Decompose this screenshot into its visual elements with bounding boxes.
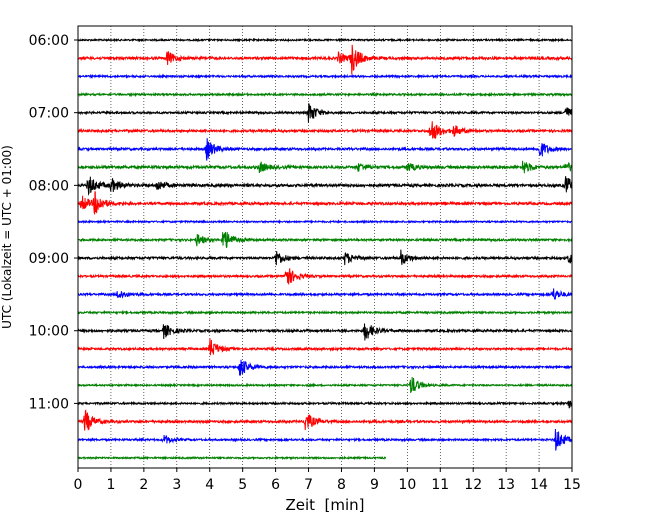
trace-row-0915 — [77, 268, 573, 286]
y-tick-label: 08:00 — [29, 178, 69, 194]
x-tick-label: 11 — [431, 477, 449, 493]
trace-row-0630 — [77, 73, 573, 80]
y-tick-label: 07:00 — [29, 106, 69, 122]
trace-row-1015 — [77, 338, 573, 356]
y-axis-ticks: 06:00 07:00 08:00 09:00 10:00 11:00 — [29, 33, 78, 412]
y-tick-label: 06:00 — [29, 33, 69, 49]
x-tick-label: 3 — [172, 477, 181, 493]
grid-lines — [110, 26, 540, 468]
x-tick-label: 0 — [74, 477, 83, 493]
trace-row-0900 — [77, 249, 573, 266]
seismic-traces — [77, 37, 573, 461]
x-tick-label: 1 — [106, 477, 115, 493]
trace-row-1045 — [77, 376, 573, 394]
x-axis-label: Zeit [min] — [285, 496, 364, 514]
trace-row-0700 — [77, 103, 573, 123]
y-tick-label: 09:00 — [29, 251, 69, 267]
y-tick-label: 11:00 — [29, 396, 69, 412]
trace-row-0830 — [77, 219, 573, 225]
x-tick-label: 5 — [238, 477, 247, 493]
trace-row-0745 — [77, 160, 573, 174]
trace-row-1145 — [77, 455, 387, 461]
y-axis-label: UTC (Lokalzeit = UTC + 01:00) — [0, 145, 14, 329]
trace-row-1030 — [77, 359, 573, 376]
trace-row-0730 — [77, 138, 573, 161]
x-axis-ticks: 0 1 2 3 4 5 6 7 8 9 10 11 12 13 14 15 — [74, 468, 581, 493]
trace-row-0600 — [77, 37, 573, 43]
x-tick-label: 15 — [563, 477, 581, 493]
x-tick-label: 4 — [205, 477, 214, 493]
x-tick-label: 14 — [530, 477, 548, 493]
trace-row-0645 — [77, 91, 573, 98]
x-tick-label: 10 — [398, 477, 416, 493]
y-tick-label: 10:00 — [29, 324, 69, 340]
trace-row-0715 — [77, 121, 573, 139]
trace-row-0815 — [77, 191, 573, 216]
trace-row-1130 — [77, 428, 573, 451]
x-tick-label: 9 — [370, 477, 379, 493]
trace-row-1115 — [77, 409, 573, 431]
x-tick-label: 8 — [337, 477, 346, 493]
plot-frame — [77, 25, 573, 469]
x-tick-label: 6 — [271, 477, 280, 493]
trace-row-0800 — [77, 176, 573, 196]
x-tick-label: 12 — [464, 477, 482, 493]
trace-row-1100 — [77, 400, 573, 409]
x-tick-label: 7 — [304, 477, 313, 493]
x-tick-label: 13 — [497, 477, 515, 493]
trace-row-0945 — [77, 309, 573, 316]
trace-row-0930 — [77, 288, 573, 300]
trace-row-0615 — [77, 44, 573, 75]
trace-row-0845 — [77, 231, 573, 248]
x-tick-label: 2 — [139, 477, 148, 493]
trace-row-1000 — [77, 323, 573, 341]
